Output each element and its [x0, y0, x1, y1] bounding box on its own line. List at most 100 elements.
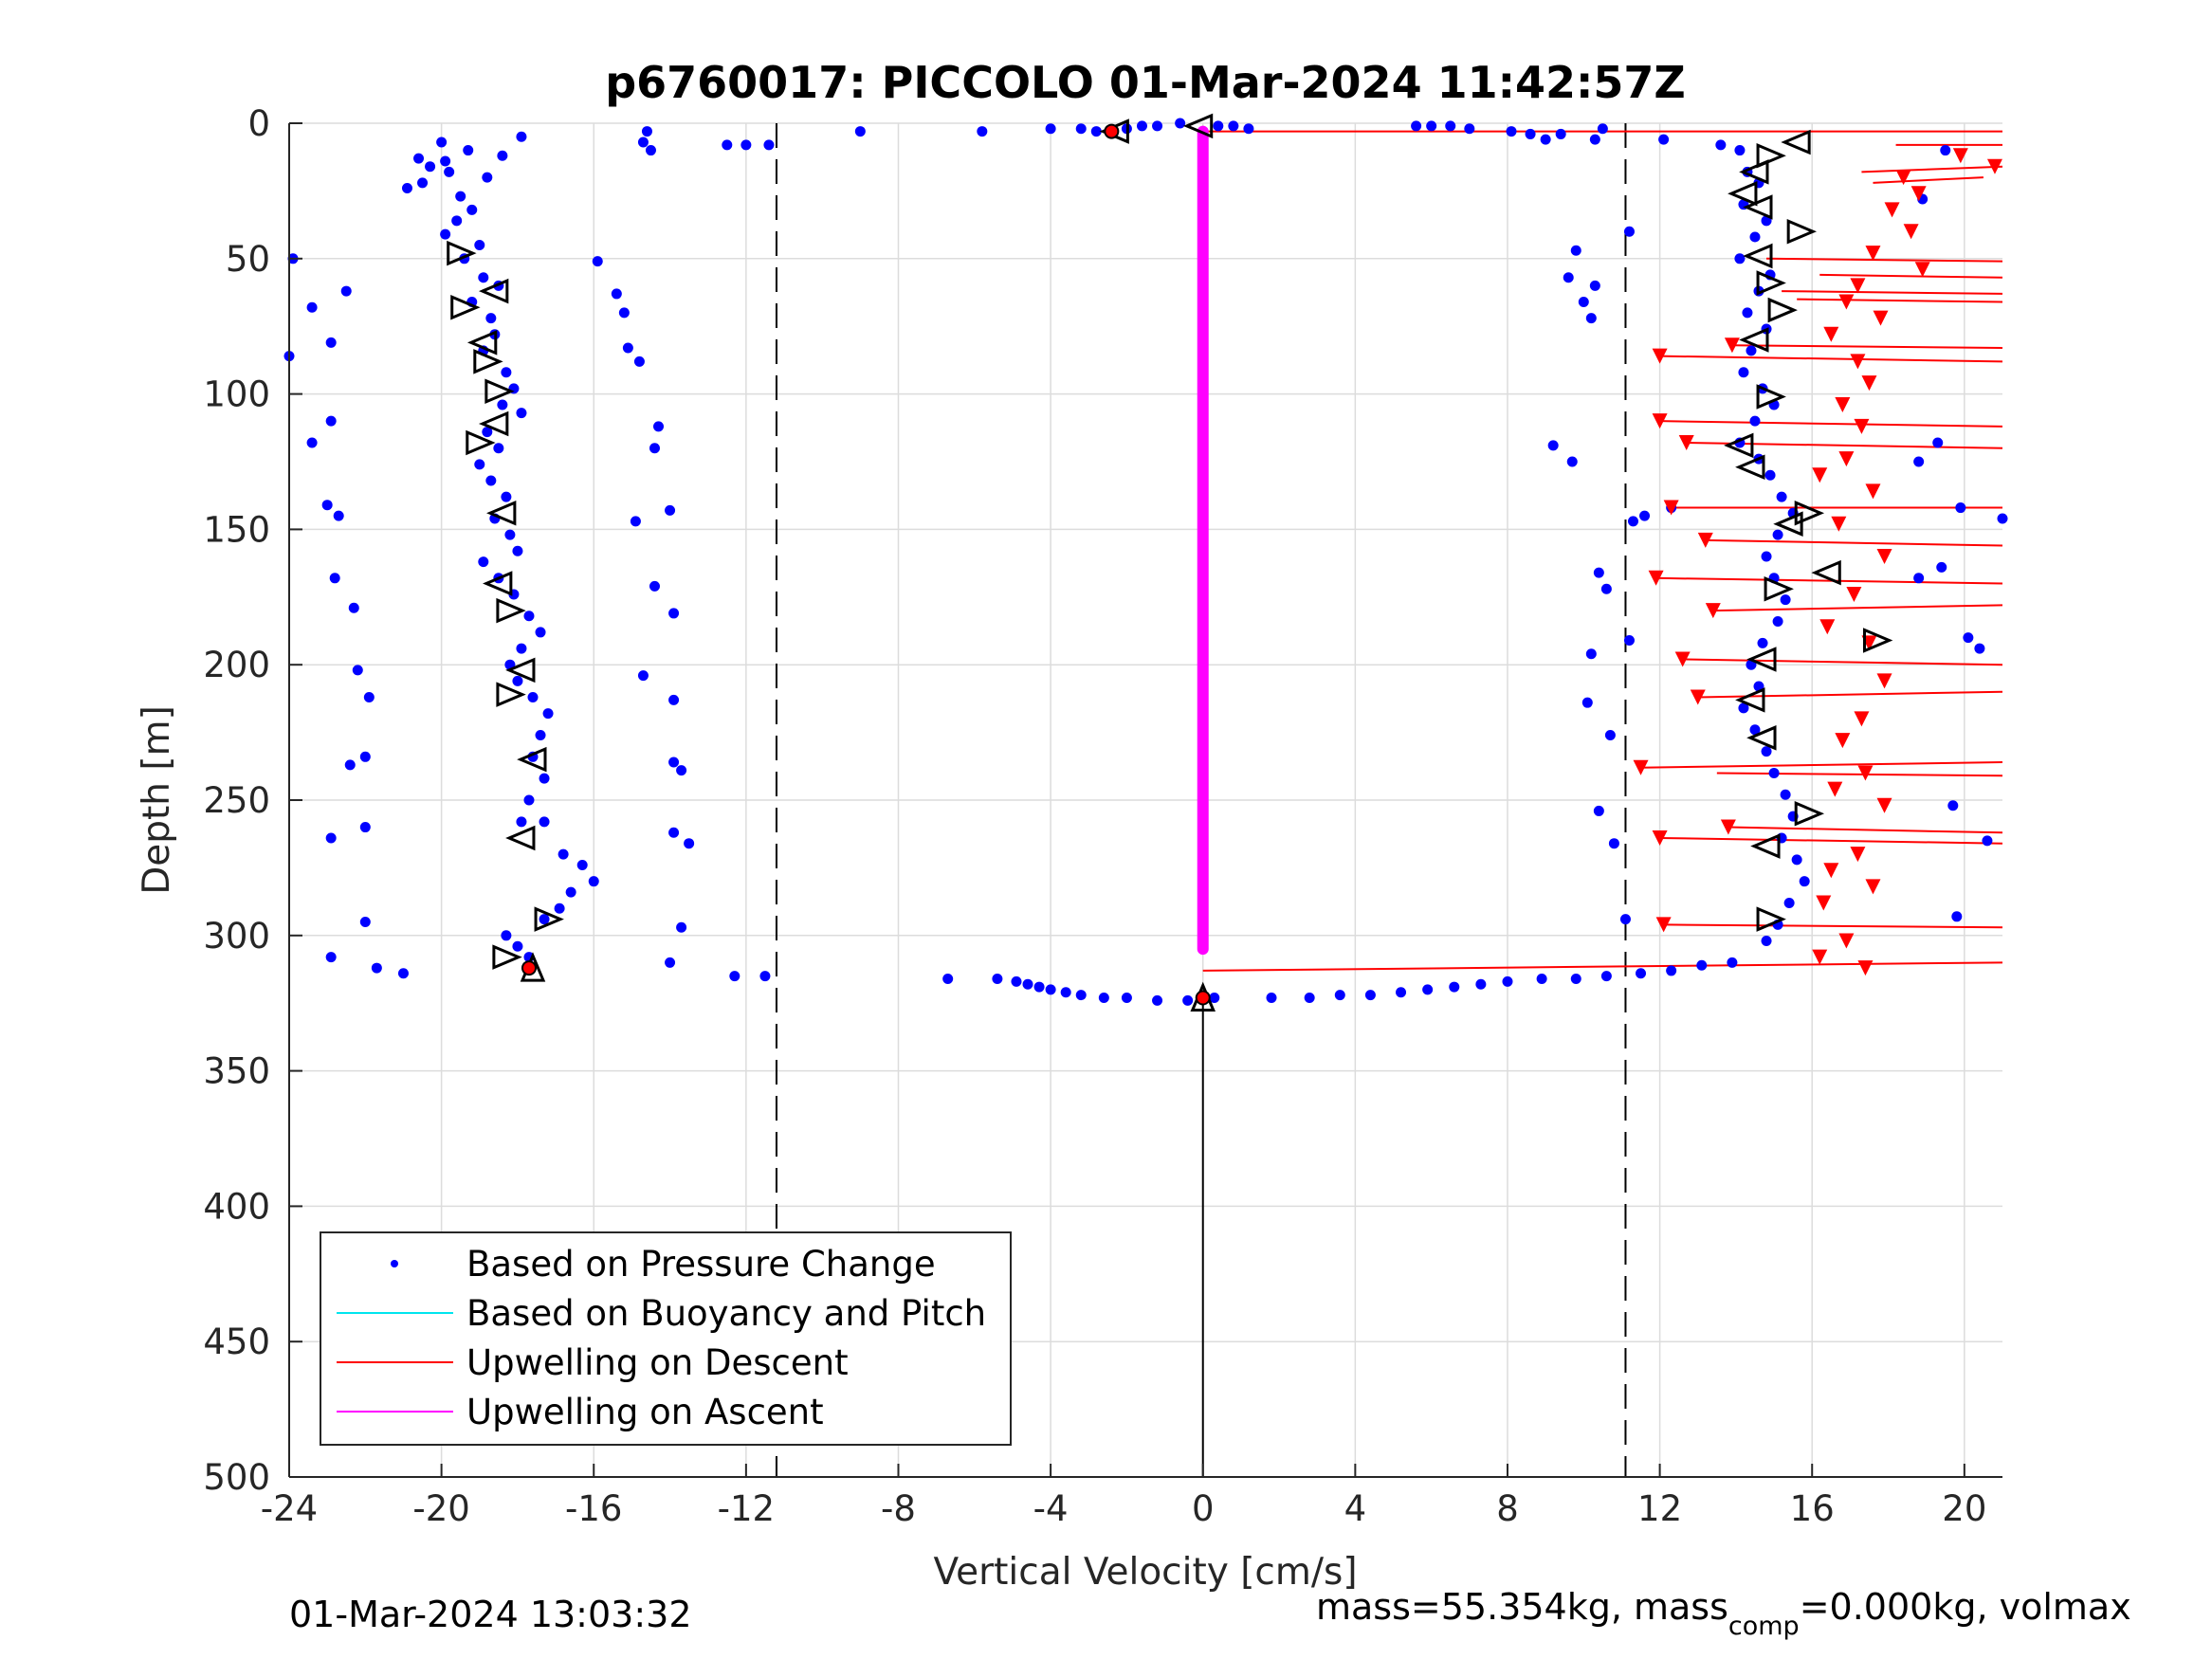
- x-tick-label: -24: [261, 1488, 318, 1529]
- legend-label-ascent: Upwelling on Ascent: [466, 1392, 824, 1432]
- descent-upwelling-point: [1861, 375, 1877, 392]
- pressure-point: [1738, 702, 1749, 714]
- buoyancy-pitch-marker: [1786, 218, 1818, 245]
- pressure-point: [1780, 594, 1791, 606]
- pressure-point: [512, 675, 523, 686]
- pressure-point: [1734, 253, 1746, 264]
- pressure-point: [1121, 992, 1132, 1003]
- pressure-point: [474, 459, 485, 470]
- pressure-point: [684, 838, 695, 849]
- descent-upwelling-line: [1659, 420, 2003, 428]
- pressure-point: [1090, 126, 1102, 137]
- pressure-point: [1033, 981, 1045, 993]
- buoyancy-pitch-marker: [447, 240, 477, 266]
- pressure-point: [485, 475, 497, 486]
- buoyancy-pitch-marker: [1756, 143, 1786, 169]
- pressure-point: [482, 427, 493, 438]
- pressure-point: [329, 573, 340, 584]
- pressure-point: [1243, 123, 1254, 135]
- pressure-point: [1540, 134, 1551, 145]
- pressure-point: [1749, 415, 1761, 427]
- pressure-point: [1619, 914, 1631, 925]
- descent-upwelling-point: [1876, 673, 1892, 689]
- pressure-point: [1772, 616, 1783, 628]
- pressure-point: [1727, 957, 1738, 968]
- pressure-point: [1791, 854, 1802, 866]
- buoyancy-pitch-marker: [1739, 159, 1769, 185]
- descent-upwelling-line: [1873, 176, 1983, 184]
- buoyancy-pitch-marker: [534, 906, 564, 932]
- pressure-point: [1045, 123, 1056, 135]
- pressure-point: [637, 670, 649, 682]
- x-tick-label: -12: [718, 1488, 775, 1529]
- x-tick-label: -8: [881, 1488, 916, 1529]
- pressure-point: [1182, 994, 1194, 1006]
- buoyancy-pitch-marker: [1764, 575, 1794, 602]
- legend: Based on Pressure Change Based on Buoyan…: [320, 1231, 1012, 1446]
- descent-upwelling-point: [1835, 397, 1851, 413]
- buoyancy-pitch-marker: [486, 501, 517, 526]
- buoyancy-pitch-marker: [450, 294, 481, 320]
- pressure-point: [1525, 128, 1536, 139]
- pressure-point: [306, 301, 318, 313]
- pressure-point: [1757, 637, 1768, 648]
- y-tick-label: 200: [203, 645, 270, 685]
- footer-mass-sub: comp: [1728, 1612, 1800, 1641]
- y-tick-label: 450: [203, 1322, 270, 1362]
- descent-upwelling-point: [1678, 435, 1694, 451]
- descent-upwelling-line: [1861, 165, 2003, 173]
- pressure-point: [1913, 573, 1925, 584]
- buoyancy-pitch-marker: [1756, 270, 1786, 296]
- pressure-point: [1098, 992, 1109, 1003]
- descent-upwelling-point: [1846, 586, 1862, 602]
- pressure-point: [501, 367, 512, 378]
- descent-upwelling-point: [1816, 895, 1832, 911]
- pressure-point: [1593, 567, 1604, 578]
- descent-upwelling-point: [1914, 262, 1930, 278]
- buoyancy-pitch-marker: [1746, 725, 1777, 751]
- pressure-point: [527, 691, 539, 702]
- descent-upwelling-point: [1720, 819, 1736, 835]
- buoyancy-pitch-marker: [1746, 647, 1777, 672]
- pressure-point: [588, 876, 599, 887]
- legend-box: [320, 1231, 1012, 1446]
- descent-upwelling-point: [1690, 689, 1706, 705]
- descent-upwelling-line: [1712, 604, 2003, 612]
- chart-title: p6760017: PICCOLO 01-Mar-2024 11:42:57Z: [605, 57, 1686, 108]
- descent-upwelling-point: [1835, 733, 1851, 749]
- pressure-point: [1639, 510, 1651, 521]
- x-tick-label: 12: [1637, 1488, 1682, 1529]
- pressure-point: [1715, 139, 1727, 151]
- pressure-point: [592, 256, 603, 267]
- descent-upwelling-point: [1652, 413, 1668, 429]
- pressure-point: [641, 126, 652, 137]
- pressure-point: [1011, 975, 1022, 987]
- descent-upwelling-point: [1697, 532, 1713, 548]
- y-tick-label: 500: [203, 1457, 270, 1498]
- buoyancy-pitch-marker: [478, 278, 509, 304]
- pressure-point: [1449, 981, 1460, 993]
- pressure-point: [371, 962, 382, 974]
- pressure-point: [512, 545, 523, 556]
- pressure-point: [1075, 990, 1087, 1001]
- footer-mass-end: =0.000kg, volmax: [1800, 1586, 2131, 1628]
- pressure-point: [1585, 313, 1597, 324]
- pressure-point: [1608, 838, 1619, 849]
- pressure-point: [1570, 973, 1581, 984]
- buoyancy-pitch-marker: [1743, 243, 1773, 269]
- pressure-point: [1955, 502, 1966, 514]
- pressure-point: [325, 337, 337, 348]
- descent-upwelling-point: [1876, 548, 1892, 564]
- pressure-point: [1411, 120, 1422, 132]
- pressure-point: [1506, 126, 1517, 137]
- y-tick-label: 400: [203, 1186, 270, 1227]
- pressure-point: [344, 759, 356, 771]
- buoyancy-pitch-marker: [1756, 906, 1786, 932]
- pressure-point: [1175, 118, 1186, 129]
- pressure-point: [1555, 128, 1566, 139]
- buoyancy-pitch-marker: [1182, 113, 1214, 139]
- pressure-point: [523, 611, 535, 622]
- pressure-point: [633, 356, 645, 367]
- pressure-point: [1658, 134, 1670, 145]
- pressure-point: [1600, 583, 1612, 594]
